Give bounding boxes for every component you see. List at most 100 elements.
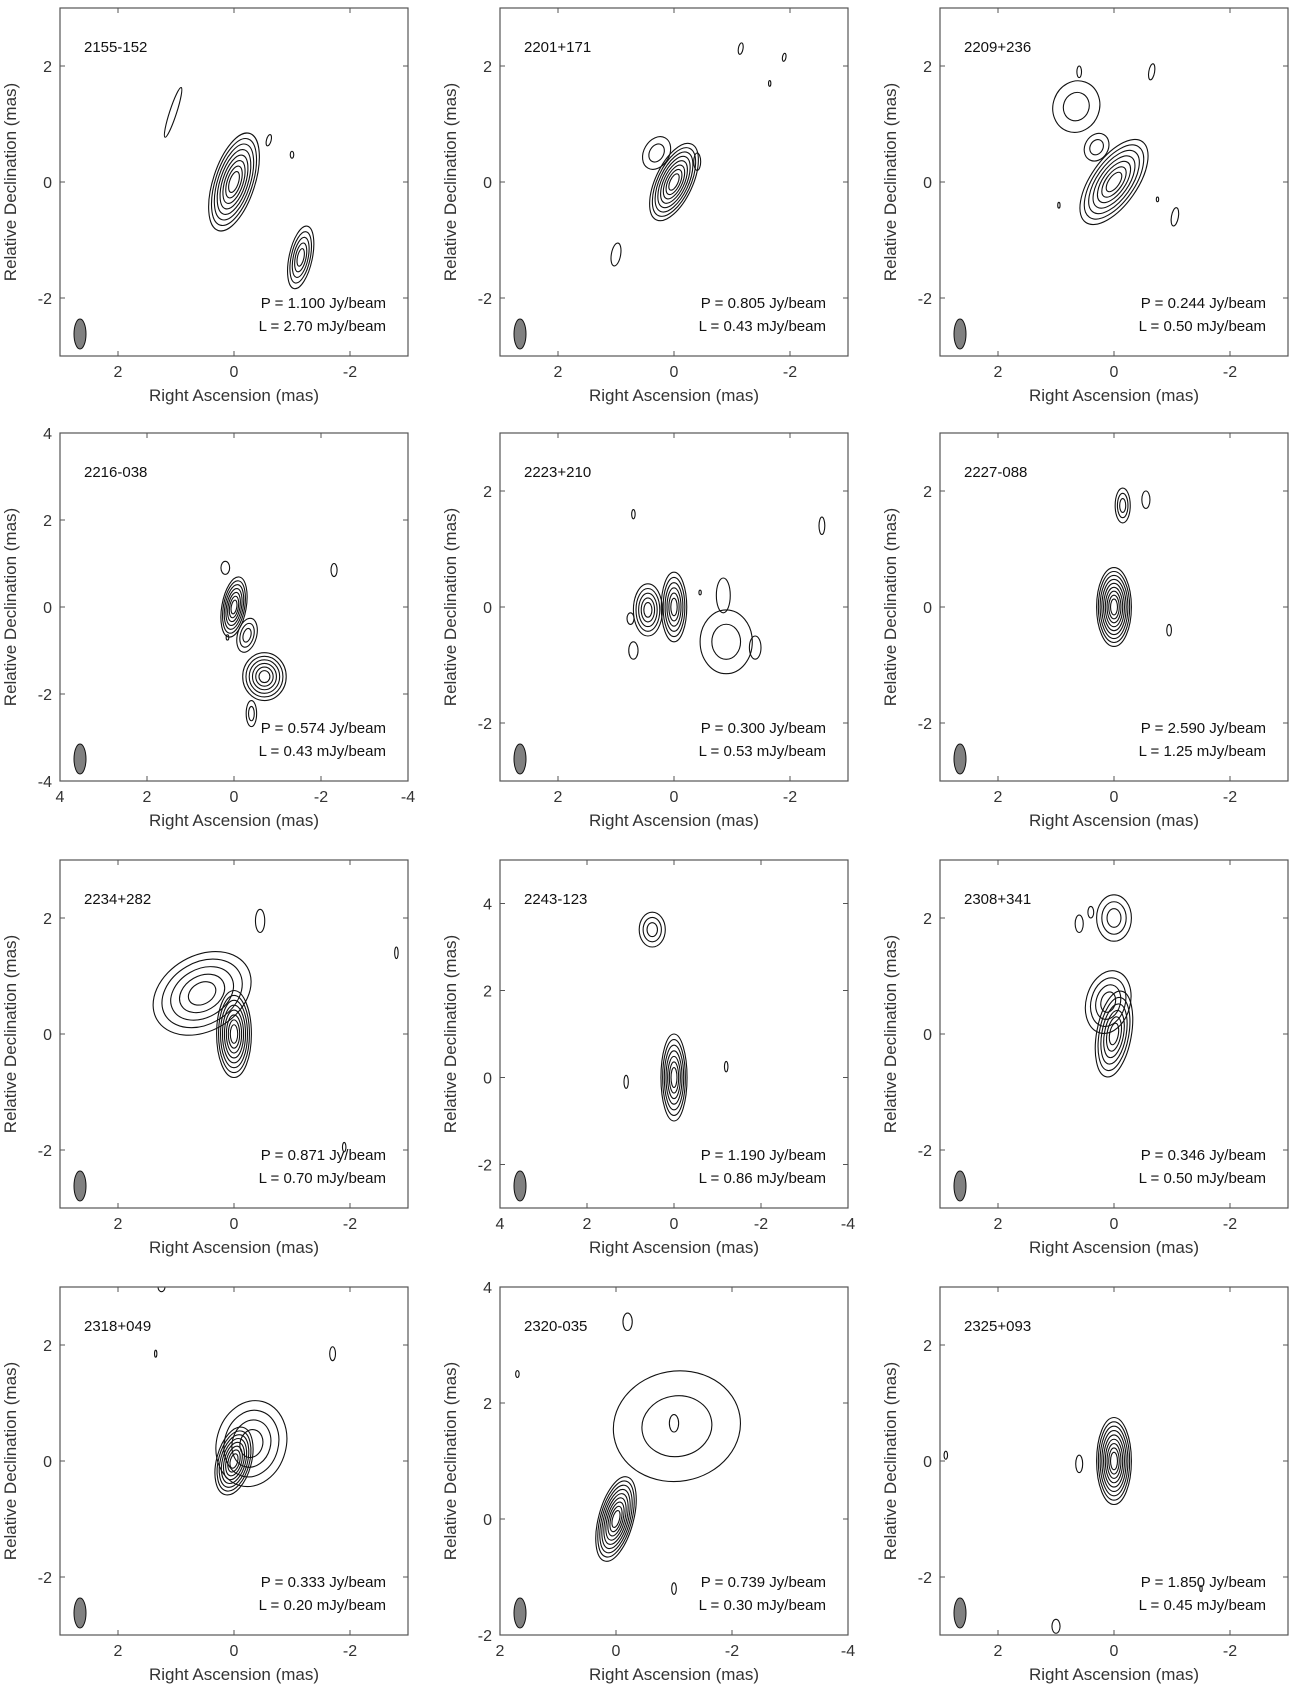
x-axis-label: Right Ascension (mas): [1029, 1238, 1199, 1257]
x-axis-label: Right Ascension (mas): [1029, 386, 1199, 405]
contour-line: [1199, 1585, 1203, 1593]
contour-line: [1155, 196, 1160, 203]
x-tick-label: 2: [994, 1216, 1003, 1233]
y-tick-label: -2: [918, 1143, 932, 1160]
contour-line: [642, 916, 662, 943]
contour-line: [1105, 171, 1123, 193]
x-tick-label: -2: [1223, 789, 1237, 806]
peak-flux-label: P = 1.100 Jy/beam: [261, 295, 386, 312]
contour-line: [1170, 207, 1180, 227]
y-tick-label: -2: [38, 1143, 52, 1160]
contour-line: [239, 1429, 264, 1459]
contour-line: [242, 627, 252, 643]
contour-line: [289, 150, 295, 159]
panel-2234+282: 2 0 -2 2 0 -2 Right Ascension (mas) Relative De…: [1, 859, 409, 1257]
contour-line: [1099, 574, 1129, 640]
contour-line: [711, 623, 742, 660]
contour-line: [601, 1488, 631, 1550]
contour-line: [623, 1074, 629, 1089]
x-tick-label: -2: [1223, 1216, 1237, 1233]
contour-line: [1109, 1451, 1119, 1471]
contour-line: [1105, 1016, 1123, 1052]
contour-line: [1057, 201, 1061, 209]
contour-line: [296, 248, 305, 267]
plot-frame: [499, 1286, 849, 1636]
contour-line: [632, 583, 663, 637]
y-tick-label: -2: [478, 1158, 492, 1175]
peak-flux-label: P = 1.190 Jy/beam: [701, 1147, 826, 1164]
contour-line: [225, 634, 230, 641]
x-tick-label: 0: [1110, 1216, 1119, 1233]
y-tick-label: -2: [478, 1628, 492, 1645]
x-tick-label: -2: [343, 1643, 357, 1660]
contour-line: [170, 966, 234, 1021]
contour-line: [663, 1044, 685, 1111]
contour-line: [664, 582, 684, 632]
contour-line: [1087, 905, 1095, 919]
contour-line: [220, 1437, 248, 1485]
y-tick-label: 2: [923, 1338, 932, 1355]
contour-line: [231, 1419, 272, 1468]
x-tick-label: 2: [554, 789, 563, 806]
contour-line: [638, 911, 666, 948]
contour-line: [611, 1509, 621, 1529]
contour-line: [640, 597, 656, 623]
contour-line: [610, 242, 622, 267]
contour-line: [1100, 1003, 1128, 1065]
panel-2320-035: 2 0 -2 -4 4 2 0 -2 Right Ascension (mas) Relative…: [441, 1280, 855, 1684]
x-tick-label: 2: [994, 1643, 1003, 1660]
contour-line: [668, 1414, 680, 1433]
peak-flux-label: P = 0.300 Jy/beam: [701, 720, 826, 737]
contour-line: [1096, 567, 1132, 647]
x-tick-label: -2: [783, 789, 797, 806]
x-tick-label: 0: [230, 364, 239, 381]
lowest-contour-label: L = 0.86 mJy/beam: [699, 1170, 826, 1187]
contour-line: [222, 160, 246, 204]
contour-line: [599, 1484, 633, 1554]
lowest-contour-label: L = 0.50 mJy/beam: [1139, 1170, 1266, 1187]
contour-line: [698, 589, 702, 596]
contour-line: [219, 154, 249, 210]
y-tick-label: -2: [38, 1570, 52, 1587]
contour-line: [294, 242, 308, 273]
y-axis-label: Relative Declination (mas): [441, 508, 460, 706]
lowest-contour-label: L = 0.20 mJy/beam: [259, 1597, 386, 1614]
contour-line: [665, 168, 683, 196]
contour-line: [225, 587, 243, 627]
contour-line: [635, 587, 661, 632]
x-tick-label: 0: [1110, 364, 1119, 381]
y-axis-label: Relative Declination (mas): [881, 83, 900, 281]
y-axis-label: Relative Declination (mas): [1, 1362, 20, 1560]
contour-line: [662, 164, 686, 200]
contour-line: [1104, 586, 1124, 628]
contour-line: [1106, 590, 1122, 624]
y-tick-label: 0: [923, 1027, 932, 1044]
x-tick-label: 2: [143, 789, 152, 806]
x-tick-label: -2: [783, 364, 797, 381]
x-tick-label: 0: [230, 1216, 239, 1233]
contour-line: [1114, 487, 1131, 524]
contour-line: [665, 1050, 683, 1105]
x-axis-label: Right Ascension (mas): [589, 1665, 759, 1684]
contour-line: [1101, 1430, 1127, 1493]
contour-group: [153, 1287, 337, 1496]
contour-line: [1092, 155, 1136, 209]
contour-line: [641, 136, 672, 170]
panel-2243-123: 4 2 0 -2 -4 4 2 0 -2 Right Ascension (mas) Relativ…: [441, 859, 855, 1257]
x-tick-label: 2: [583, 1216, 592, 1233]
panel-2308+341: 2 0 -2 2 0 -2 Right Ascension (mas) Relative De…: [881, 859, 1289, 1257]
y-axis-label: Relative Declination (mas): [881, 935, 900, 1133]
contour-line: [1083, 132, 1110, 162]
contour-line: [631, 509, 636, 520]
x-tick-label: 0: [230, 1643, 239, 1660]
x-tick-label: -4: [841, 1216, 855, 1233]
contour-line: [646, 922, 659, 938]
lowest-contour-label: L = 0.53 mJy/beam: [699, 743, 826, 760]
contour-line: [157, 1287, 166, 1293]
source-name: 2308+341: [964, 891, 1031, 908]
contour-line: [1166, 623, 1172, 637]
y-axis-label: Relative Declination (mas): [881, 1362, 900, 1560]
contour-line: [248, 659, 281, 694]
contour-line: [152, 951, 252, 1036]
